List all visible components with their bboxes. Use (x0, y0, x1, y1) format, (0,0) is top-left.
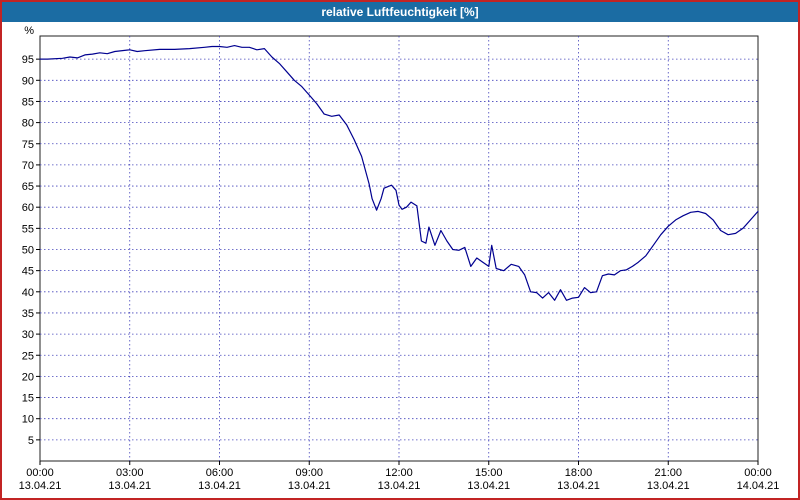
x-tick-date-label: 13.04.21 (557, 480, 600, 492)
y-tick-label: 20 (22, 371, 34, 383)
x-tick-time-label: 12:00 (385, 467, 413, 479)
humidity-line (39, 45, 759, 301)
chart-area: 5 10 15 20 25 30 35 40 45 50 55 60 65 70 75 80 85 90 95% 00… (2, 22, 798, 498)
y-tick-label: 50 (22, 245, 34, 257)
title-bar: relative Luftfeuchtigkeit [%] (2, 2, 798, 22)
x-tick-time-label: 09:00 (295, 467, 323, 479)
y-tick-label: 40 (22, 287, 34, 299)
y-tick-label: 35 (22, 308, 34, 320)
y-tick-label: 80 (22, 118, 34, 130)
x-tick-time-label: 00:00 (744, 467, 772, 479)
y-tick-label: 95 (22, 54, 34, 66)
y-tick-label: 70 (22, 160, 34, 172)
x-tick-date-label: 13.04.21 (198, 480, 241, 492)
x-tick-date-label: 13.04.21 (288, 480, 331, 492)
x-tick-time-label: 00:00 (26, 467, 54, 479)
y-axis-unit-label: % (24, 25, 34, 37)
y-tick-label: 65 (22, 181, 34, 193)
y-tick-label: 5 (28, 435, 34, 447)
x-tick-date-label: 13.04.21 (467, 480, 510, 492)
y-tick-label: 90 (22, 75, 34, 87)
y-tick-label: 55 (22, 223, 34, 235)
window-title: relative Luftfeuchtigkeit [%] (321, 5, 479, 19)
y-tick-label: 75 (22, 139, 34, 151)
humidity-chart: 5 10 15 20 25 30 35 40 45 50 55 60 65 70 75 80 85 90 95% 00… (19, 25, 780, 492)
y-tick-label: 60 (22, 202, 34, 214)
y-tick-label: 10 (22, 414, 34, 426)
x-tick-date-label: 14.04.21 (737, 480, 780, 492)
y-tick-label: 30 (22, 329, 34, 341)
x-tick-time-label: 03:00 (116, 467, 144, 479)
x-tick-date-label: 13.04.21 (378, 480, 421, 492)
x-tick-time-label: 18:00 (565, 467, 593, 479)
x-tick-date-label: 13.04.21 (108, 480, 151, 492)
y-tick-label: 15 (22, 393, 34, 405)
x-tick-time-label: 06:00 (206, 467, 234, 479)
x-tick-date-label: 13.04.21 (647, 480, 690, 492)
x-tick-time-label: 21:00 (654, 467, 682, 479)
x-tick-time-label: 15:00 (475, 467, 503, 479)
y-tick-label: 25 (22, 350, 34, 362)
x-tick-date-label: 13.04.21 (19, 480, 62, 492)
y-tick-label: 85 (22, 96, 34, 108)
y-tick-label: 45 (22, 266, 34, 278)
